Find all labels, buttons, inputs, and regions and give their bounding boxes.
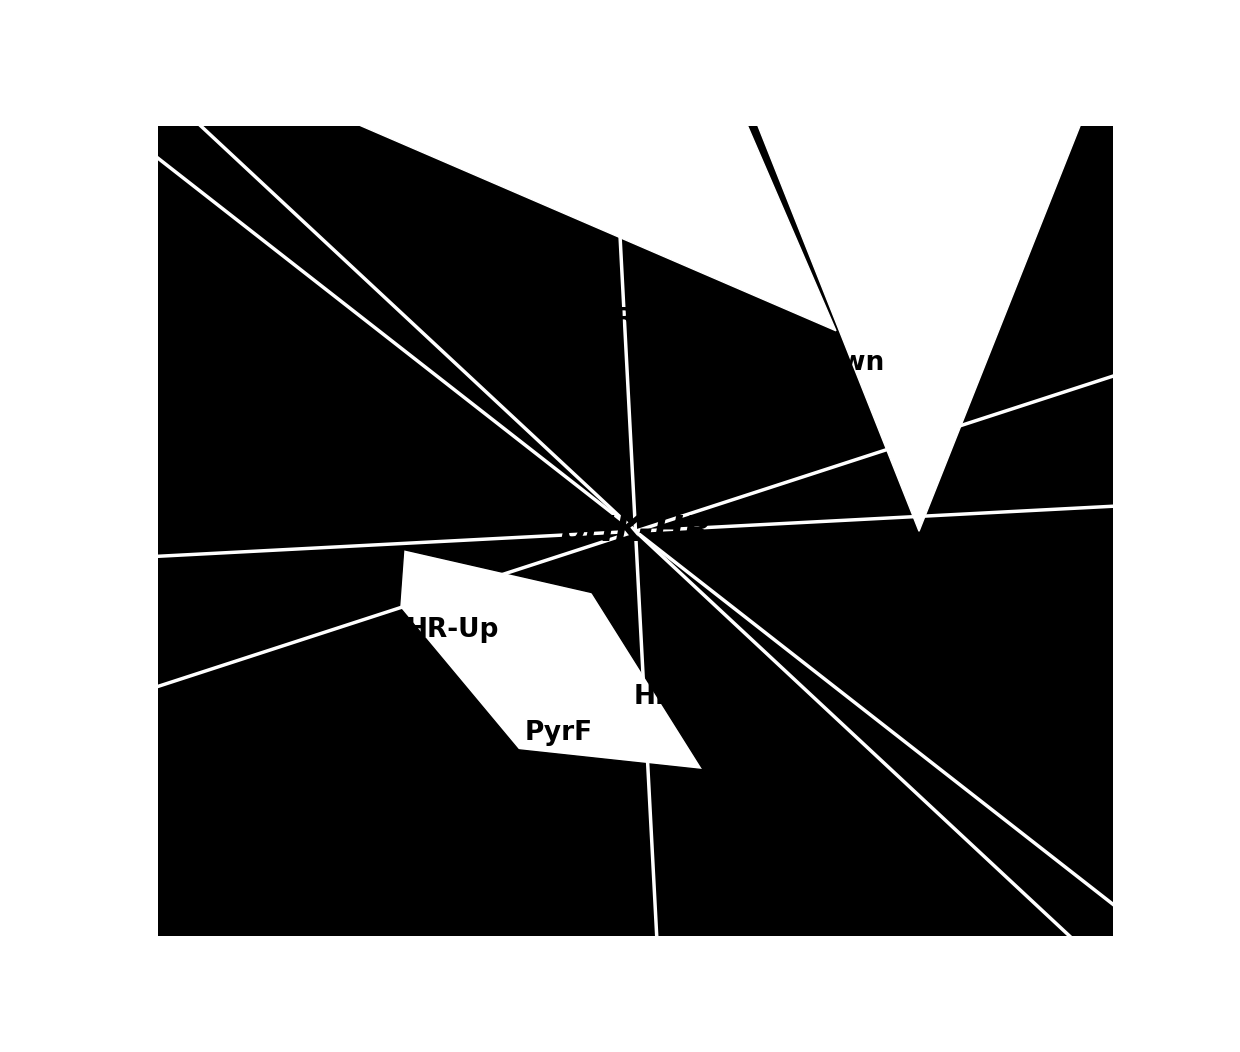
Text: HR-short: HR-short — [634, 684, 765, 710]
Polygon shape — [0, 0, 836, 330]
Text: Tdk: Tdk — [410, 446, 465, 472]
Text: ColE1: ColE1 — [789, 426, 872, 452]
Text: 目标序列: 目标序列 — [848, 545, 905, 569]
Polygon shape — [0, 0, 1240, 531]
Text: pHK-HR: pHK-HR — [559, 514, 712, 548]
Polygon shape — [0, 0, 1240, 743]
Text: RepB: RepB — [615, 307, 692, 333]
Polygon shape — [0, 0, 557, 1052]
Polygon shape — [0, 349, 418, 1052]
Text: PyrF: PyrF — [525, 721, 593, 746]
Polygon shape — [0, 0, 1240, 453]
Polygon shape — [742, 0, 1240, 1052]
Polygon shape — [636, 0, 1240, 686]
Text: HR-Up: HR-Up — [405, 616, 498, 643]
Polygon shape — [446, 742, 1240, 1052]
Text: Cat: Cat — [477, 338, 527, 364]
Text: HR-Down: HR-Down — [749, 350, 885, 377]
Polygon shape — [0, 551, 1240, 1052]
